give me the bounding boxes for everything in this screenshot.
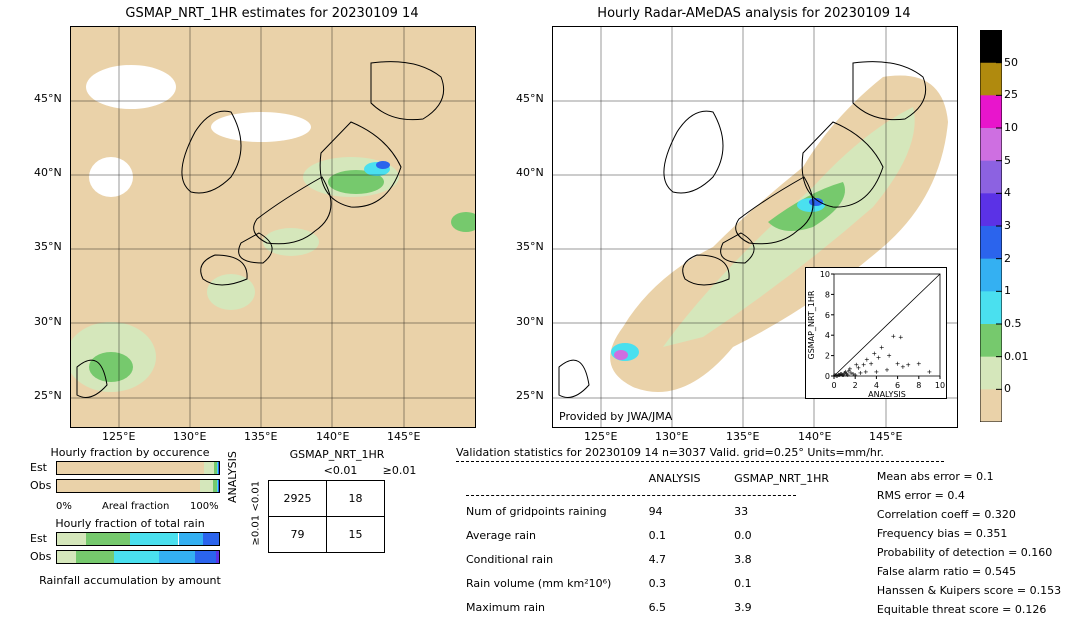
- scatter-inset: 00 2 2 4 4 6 6 8 8 10 10 ANALYSIS GSMAP_NRT_1HR: [805, 267, 947, 399]
- vcol-1: ANALYSIS: [641, 468, 725, 490]
- label-obs-1: Obs: [30, 479, 51, 492]
- score-cell: Frequency bias = 0.351: [869, 525, 1074, 542]
- svg-text:0: 0: [825, 372, 830, 381]
- label-obs-2: Obs: [30, 550, 51, 563]
- cbar-tick-10: 10: [1004, 121, 1032, 134]
- ytick-40n-left: 40°N: [34, 166, 62, 179]
- val-cell: 0.1: [726, 572, 859, 594]
- val-cell: 6.5: [641, 596, 725, 618]
- cbar-tick-1: 1: [1004, 284, 1032, 297]
- cbar-tick-4: 4: [1004, 186, 1032, 199]
- val-cell: Rain volume (mm km²10⁶): [458, 572, 639, 594]
- cont-col-label: GSMAP_NRT_1HR: [244, 448, 430, 461]
- label-est-2: Est: [30, 532, 47, 545]
- xtick-130e-right: 130°E: [655, 430, 688, 443]
- val-cell: 3.8: [726, 548, 859, 570]
- score-cell: Hanssen & Kuipers score = 0.153: [869, 582, 1074, 599]
- cont-rh-0: ≥0.01: [251, 522, 262, 546]
- ytick-25n-left: 25°N: [34, 389, 62, 402]
- bar-axis-100: 100%: [190, 501, 219, 512]
- ytick-35n-left: 35°N: [34, 240, 62, 253]
- xtick-145e-left: 145°E: [387, 430, 420, 443]
- val-cell: 94: [641, 500, 725, 522]
- score-cell: Probability of detection = 0.160: [869, 544, 1074, 561]
- svg-text:10: 10: [935, 381, 945, 390]
- cbar-tick-0.5: 0.5: [1004, 317, 1032, 330]
- score-cell: Correlation coeff = 0.320: [869, 506, 1074, 523]
- val-cell: Average rain: [458, 524, 639, 546]
- cont-row-label: ANALYSIS: [226, 451, 239, 503]
- score-cell: Equitable threat score = 0.126: [869, 601, 1074, 618]
- cont-00: 2925: [269, 481, 327, 517]
- right-map-title: Hourly Radar-AMeDAS analysis for 2023010…: [552, 6, 956, 21]
- val-cell: 4.7: [641, 548, 725, 570]
- cont-11: 15: [327, 517, 385, 553]
- ytick-35n-right: 35°N: [516, 240, 544, 253]
- left-map-title: GSMAP_NRT_1HR estimates for 20230109 14: [70, 6, 474, 21]
- val-cell: 0.1: [641, 524, 725, 546]
- svg-text:8: 8: [825, 290, 830, 299]
- cbar-tick-3: 3: [1004, 219, 1032, 232]
- svg-text:8: 8: [916, 381, 921, 390]
- map-credit: Provided by JWA/JMA: [559, 410, 672, 423]
- svg-text:0: 0: [831, 381, 836, 390]
- ytick-45n-right: 45°N: [516, 92, 544, 105]
- validation-heading: Validation statistics for 20230109 14 n=…: [456, 446, 1076, 459]
- cbar-tick-0.01: 0.01: [1004, 350, 1032, 363]
- xtick-125e-left: 125°E: [102, 430, 135, 443]
- cont-rh-1: <0.01: [251, 488, 262, 512]
- svg-text:2: 2: [825, 352, 830, 361]
- ytick-40n-right: 40°N: [516, 166, 544, 179]
- xtick-125e-right: 125°E: [584, 430, 617, 443]
- svg-text:6: 6: [895, 381, 900, 390]
- cbar-tick-5: 5: [1004, 154, 1032, 167]
- accum-label: Rainfall accumulation by amount: [30, 574, 230, 587]
- svg-text:4: 4: [825, 331, 830, 340]
- cont-ch-1: ≥0.01: [371, 463, 428, 478]
- score-cell: False alarm ratio = 0.545: [869, 563, 1074, 580]
- val-cell: 33: [726, 500, 859, 522]
- colorbar: 502510543210.50.010: [980, 30, 1002, 422]
- val-cell: 0.3: [641, 572, 725, 594]
- bar-axis-label: Areal fraction: [102, 501, 169, 512]
- ytick-30n-right: 30°N: [516, 315, 544, 328]
- ytick-30n-left: 30°N: [34, 315, 62, 328]
- cbar-tick-25: 25: [1004, 88, 1032, 101]
- cbar-tick-50: 50: [1004, 56, 1032, 69]
- total-title: Hourly fraction of total rain: [30, 517, 230, 530]
- xtick-145e-right: 145°E: [869, 430, 902, 443]
- right-map: Provided by JWA/JMA 00 2 2 4 4 6 6 8 8 10 10 ANALYS…: [552, 26, 958, 428]
- cont-ch-0: <0.01: [312, 463, 369, 478]
- svg-text:10: 10: [820, 270, 830, 279]
- xtick-135e-right: 135°E: [726, 430, 759, 443]
- xtick-135e-left: 135°E: [244, 430, 277, 443]
- svg-text:GSMAP_NRT_1HR: GSMAP_NRT_1HR: [807, 290, 816, 359]
- ytick-25n-right: 25°N: [516, 389, 544, 402]
- left-map: [70, 26, 476, 428]
- cbar-tick-0: 0: [1004, 382, 1032, 395]
- vcol-2: GSMAP_NRT_1HR: [726, 468, 859, 490]
- cbar-tick-2: 2: [1004, 252, 1032, 265]
- occurence-title: Hourly fraction by occurence: [30, 446, 230, 459]
- val-cell: 0.0: [726, 524, 859, 546]
- xtick-130e-left: 130°E: [173, 430, 206, 443]
- val-cell: Maximum rain: [458, 596, 639, 618]
- svg-text:6: 6: [825, 311, 830, 320]
- val-cell: Num of gridpoints raining: [458, 500, 639, 522]
- svg-text:ANALYSIS: ANALYSIS: [868, 390, 906, 398]
- xtick-140e-right: 140°E: [798, 430, 831, 443]
- vcol-0: [458, 468, 639, 490]
- svg-text:4: 4: [874, 381, 879, 390]
- val-cell: 3.9: [726, 596, 859, 618]
- cont-10: 79: [269, 517, 327, 553]
- ytick-45n-left: 45°N: [34, 92, 62, 105]
- svg-text:2: 2: [853, 381, 858, 390]
- xtick-140e-left: 140°E: [316, 430, 349, 443]
- val-cell: Conditional rain: [458, 548, 639, 570]
- label-est-1: Est: [30, 461, 47, 474]
- score-cell: RMS error = 0.4: [869, 487, 1074, 504]
- bar-axis-0: 0%: [56, 501, 72, 512]
- cont-01: 18: [327, 481, 385, 517]
- score-cell: Mean abs error = 0.1: [869, 468, 1074, 485]
